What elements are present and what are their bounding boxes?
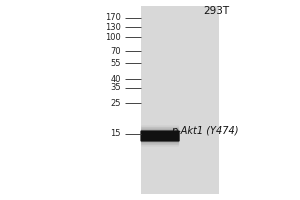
- Text: 130: 130: [105, 22, 121, 31]
- FancyBboxPatch shape: [141, 125, 179, 147]
- Text: p-Akt1 (Y474): p-Akt1 (Y474): [171, 126, 238, 136]
- FancyBboxPatch shape: [141, 127, 179, 145]
- Text: 40: 40: [110, 74, 121, 84]
- FancyBboxPatch shape: [141, 6, 219, 194]
- Text: 70: 70: [110, 46, 121, 55]
- Text: 15: 15: [110, 130, 121, 139]
- FancyBboxPatch shape: [141, 129, 179, 143]
- Text: 55: 55: [110, 58, 121, 68]
- FancyBboxPatch shape: [140, 130, 180, 142]
- Text: 170: 170: [105, 14, 121, 22]
- Text: 25: 25: [110, 98, 121, 108]
- Text: 35: 35: [110, 83, 121, 92]
- Text: 293T: 293T: [203, 6, 229, 16]
- Text: 100: 100: [105, 32, 121, 42]
